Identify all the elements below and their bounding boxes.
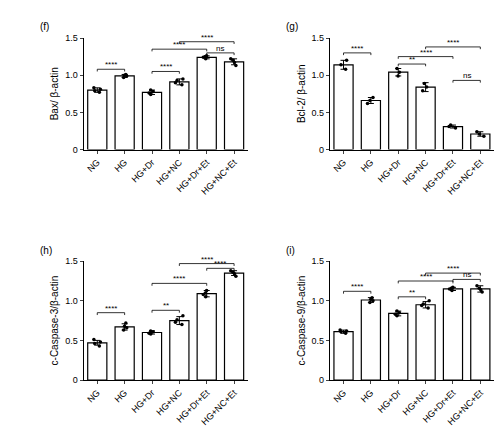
svg-text:0.5: 0.5 (312, 108, 325, 118)
svg-text:HG: HG (113, 157, 130, 174)
svg-text:HG: HG (359, 157, 376, 174)
svg-text:1.0: 1.0 (65, 70, 78, 80)
svg-text:****: **** (173, 40, 185, 49)
svg-text:1.0: 1.0 (65, 296, 78, 306)
svg-text:ns: ns (216, 44, 224, 53)
svg-text:****: **** (447, 38, 459, 47)
svg-text:****: **** (351, 282, 363, 291)
svg-text:1.0: 1.0 (312, 296, 325, 306)
svg-text:HG+Dr+Et: HG+Dr+Et (175, 157, 212, 194)
svg-text:HG+NC+Et: HG+NC+Et (199, 387, 239, 427)
svg-text:**: ** (163, 301, 169, 310)
svg-text:HG+Dr: HG+Dr (130, 157, 157, 184)
svg-text:HG: HG (359, 388, 376, 405)
svg-text:HG+Dr+Et: HG+Dr+Et (421, 157, 458, 194)
svg-text:1.0: 1.0 (312, 70, 325, 80)
svg-text:1.5: 1.5 (312, 33, 325, 43)
svg-text:HG+Dr+Et: HG+Dr+Et (421, 387, 458, 424)
svg-text:(h): (h) (40, 245, 52, 256)
svg-text:****: **** (351, 44, 363, 53)
svg-text:HG+NC: HG+NC (154, 157, 184, 187)
svg-text:HG+NC: HG+NC (401, 157, 431, 187)
svg-text:0.5: 0.5 (312, 336, 325, 346)
svg-text:****: **** (420, 48, 432, 57)
svg-text:(i): (i) (286, 245, 295, 256)
svg-text:**: ** (409, 55, 415, 64)
svg-text:NG: NG (331, 157, 348, 174)
svg-text:1.5: 1.5 (65, 256, 78, 266)
svg-text:****: **** (160, 62, 172, 71)
svg-text:(g): (g) (286, 21, 298, 32)
svg-text:NG: NG (85, 388, 102, 405)
svg-text:1.5: 1.5 (65, 33, 78, 43)
svg-text:1.5: 1.5 (312, 256, 325, 266)
svg-text:****: **** (201, 33, 213, 42)
svg-text:HG+NC+Et: HG+NC+Et (446, 387, 486, 427)
svg-text:c-Caspase-3/β-actin: c-Caspase-3/β-actin (49, 276, 60, 366)
svg-text:NG: NG (85, 157, 102, 174)
svg-text:****: **** (214, 259, 226, 268)
svg-text:HG+Dr: HG+Dr (130, 388, 157, 415)
svg-text:HG+NC: HG+NC (154, 387, 184, 417)
svg-text:ns: ns (463, 270, 471, 279)
svg-text:c-Caspase-9/β-actin: c-Caspase-9/β-actin (296, 276, 307, 366)
svg-text:(f): (f) (40, 21, 49, 32)
svg-text:****: **** (105, 304, 117, 313)
svg-text:Bcl-2/ β-actin: Bcl-2/ β-actin (296, 65, 307, 124)
svg-text:****: **** (420, 272, 432, 281)
svg-text:HG+Dr+Et: HG+Dr+Et (175, 387, 212, 424)
svg-text:NG: NG (331, 388, 348, 405)
svg-text:0: 0 (73, 375, 78, 385)
svg-text:0.5: 0.5 (65, 336, 78, 346)
svg-text:0: 0 (319, 375, 324, 385)
svg-text:**: ** (409, 288, 415, 297)
svg-text:0.5: 0.5 (65, 108, 78, 118)
svg-text:****: **** (173, 274, 185, 283)
svg-text:****: **** (105, 60, 117, 69)
svg-text:HG+NC+Et: HG+NC+Et (199, 157, 239, 197)
svg-text:HG+Dr: HG+Dr (376, 157, 403, 184)
svg-text:0: 0 (73, 145, 78, 155)
svg-text:HG+NC: HG+NC (401, 387, 431, 417)
svg-text:****: **** (447, 264, 459, 273)
svg-text:Bax/ β-actin: Bax/ β-actin (49, 67, 60, 120)
svg-text:HG+Dr: HG+Dr (376, 388, 403, 415)
svg-text:HG: HG (113, 388, 130, 405)
svg-text:ns: ns (463, 71, 471, 80)
svg-text:HG+NC+Et: HG+NC+Et (446, 157, 486, 197)
svg-text:****: **** (201, 255, 213, 264)
svg-text:0: 0 (319, 145, 324, 155)
